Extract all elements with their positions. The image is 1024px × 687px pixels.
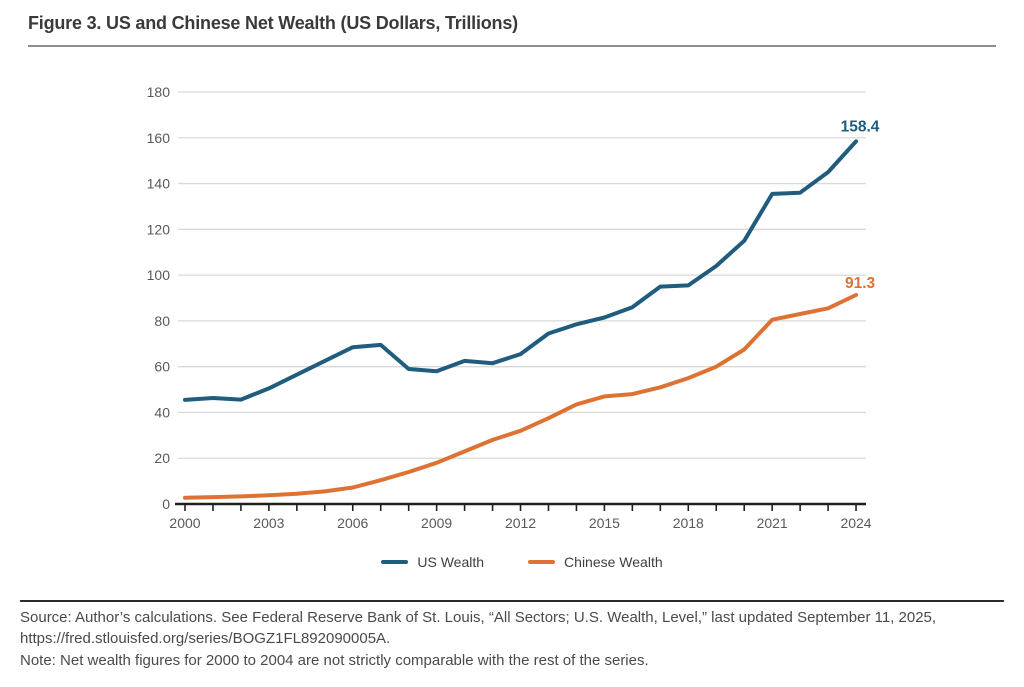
legend-label-chinese: Chinese Wealth xyxy=(564,554,663,570)
us-wealth-legend-swatch xyxy=(381,560,409,564)
note-line: Note: Net wealth figures for 2000 to 200… xyxy=(20,651,649,669)
x-tick-label: 2012 xyxy=(505,515,536,531)
chart-legend: US Wealth Chinese Wealth xyxy=(178,554,866,570)
y-tick-label: 60 xyxy=(154,359,170,375)
chinese-wealth-legend-swatch xyxy=(528,560,556,564)
us-wealth-line xyxy=(183,139,858,402)
title-divider xyxy=(28,45,996,47)
x-tick-label: 2024 xyxy=(840,515,871,531)
legend-item-us: US Wealth xyxy=(381,554,484,570)
footer-divider xyxy=(20,600,1004,602)
x-tick-label: 2006 xyxy=(337,515,368,531)
us-end-label: 158.4 xyxy=(841,118,880,135)
figure-title: Figure 3. US and Chinese Net Wealth (US … xyxy=(28,13,518,33)
x-tick-label: 2021 xyxy=(757,515,788,531)
y-tick-label: 140 xyxy=(147,176,171,192)
x-tick-label: 2009 xyxy=(421,515,452,531)
legend-item-chinese: Chinese Wealth xyxy=(528,554,663,570)
y-tick-label: 120 xyxy=(147,221,171,237)
y-tick-label: 80 xyxy=(154,313,170,329)
x-tick-label: 2015 xyxy=(589,515,620,531)
source-note: Source: Author’s calculations. See Feder… xyxy=(20,607,1012,671)
y-tick-label: 20 xyxy=(154,450,170,466)
y-tick-label: 160 xyxy=(147,130,171,146)
chinese-end-label: 91.3 xyxy=(845,275,876,292)
legend-label-us: US Wealth xyxy=(417,554,485,570)
x-tick-label: 2003 xyxy=(253,515,284,531)
y-tick-label: 0 xyxy=(162,496,170,512)
y-tick-label: 180 xyxy=(147,84,171,100)
y-tick-label: 40 xyxy=(154,404,170,420)
x-tick-label: 2000 xyxy=(169,515,200,531)
source-line-1: Source: Author’s calculations. See Feder… xyxy=(20,609,937,626)
x-tick-label: 2018 xyxy=(673,515,704,531)
wealth-line-chart: 0 20 40 60 80 100 120 140 160 180 2000 2003 2006 2009… xyxy=(147,84,880,531)
source-url: https://fred.stlouisfed.org/series/BOGZ1… xyxy=(20,630,391,648)
y-tick-label: 100 xyxy=(147,267,171,283)
chinese-wealth-line xyxy=(183,293,858,500)
